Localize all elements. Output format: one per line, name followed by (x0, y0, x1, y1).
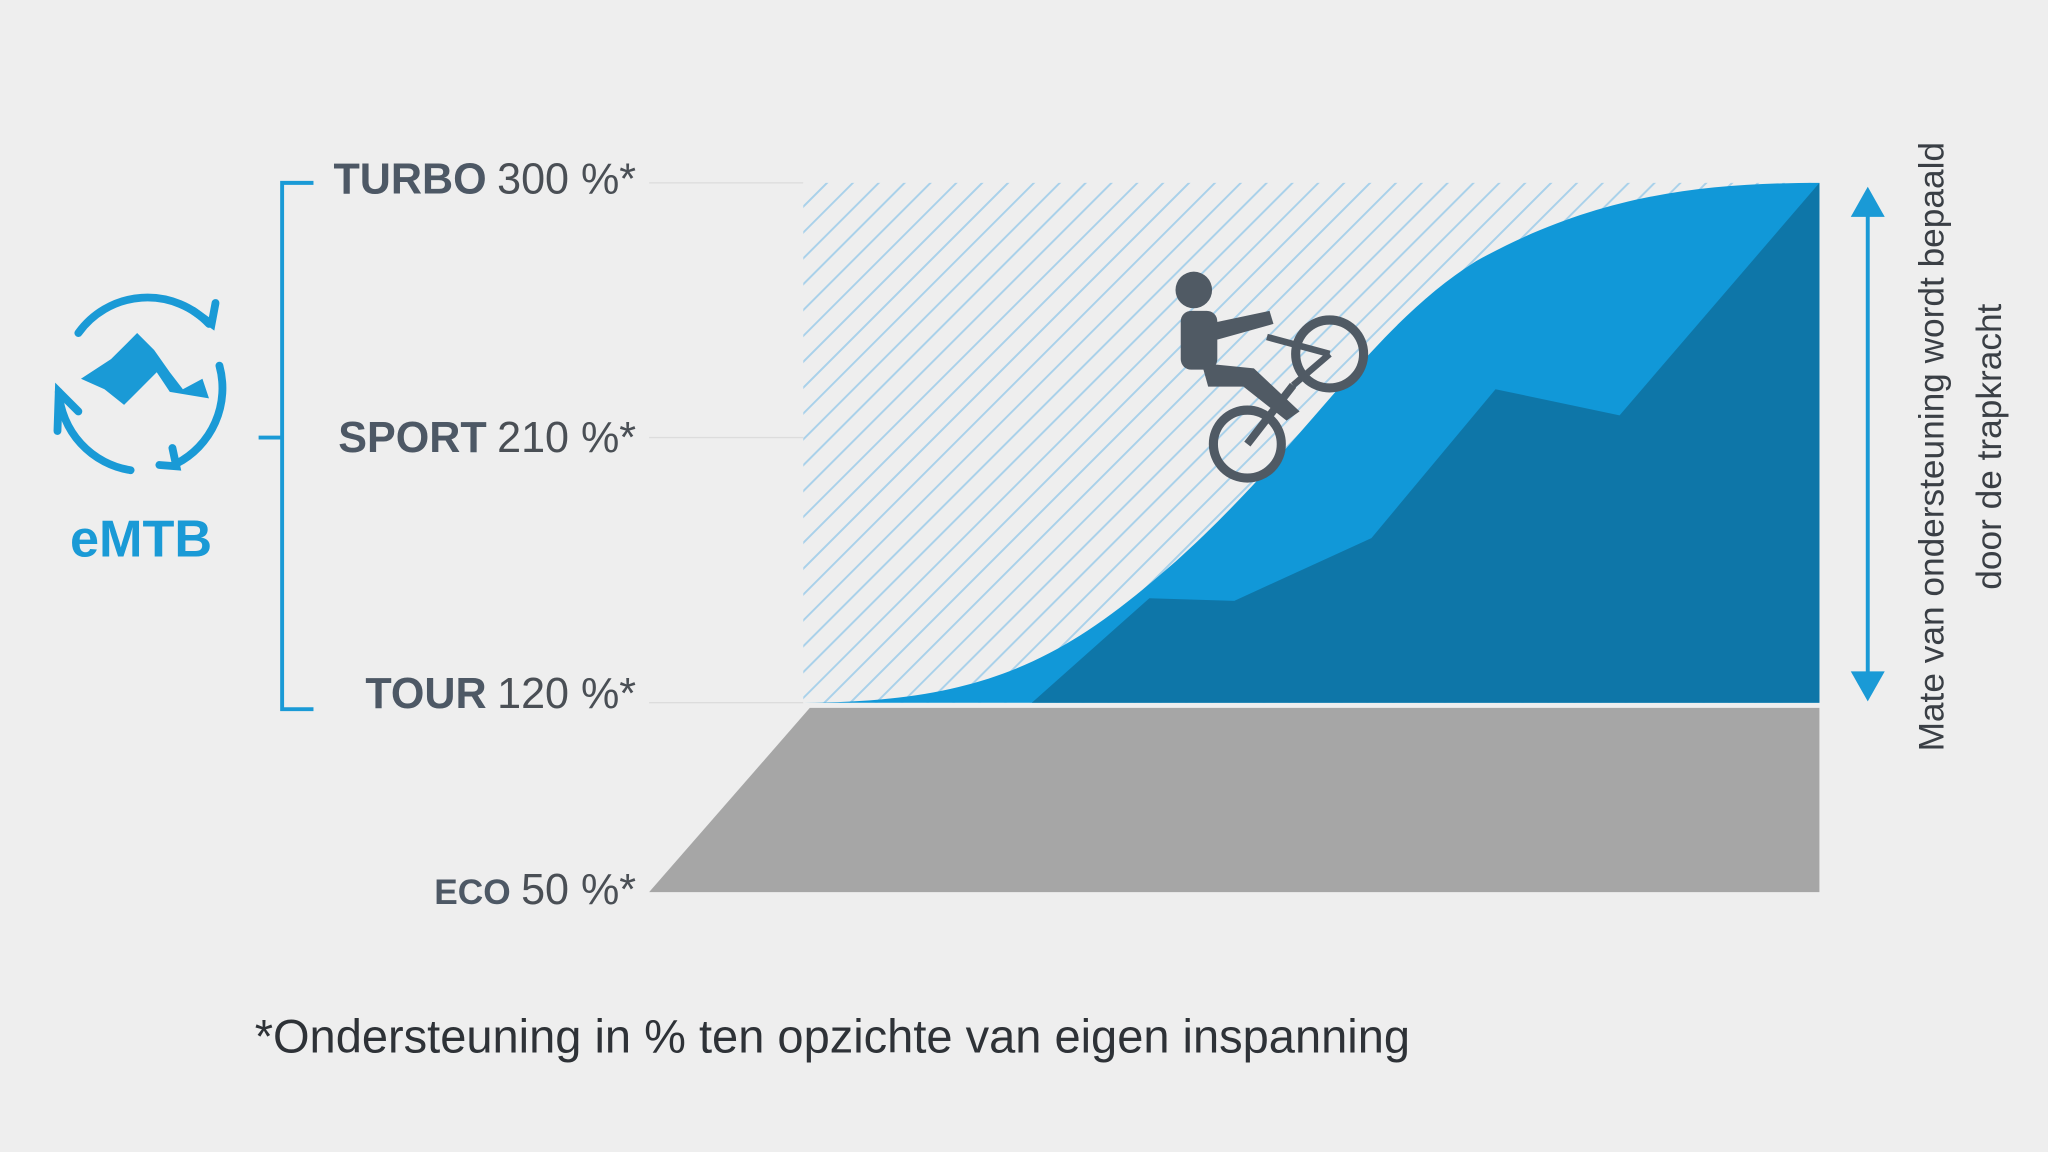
terrain (1031, 182, 1820, 703)
level-label: TURBO 300 %* (333, 155, 636, 203)
logo-label: eMTB (70, 510, 212, 568)
level-value: 210 %* (497, 414, 636, 462)
level-label: ECO 50 %* (434, 866, 636, 914)
logo-mountain (80, 333, 209, 405)
logo-icon (53, 293, 227, 475)
axis-label-line: Mate van ondersteuning wordt bepaald (1913, 142, 1952, 751)
axis-label-line: door de trapkracht (1970, 303, 2009, 589)
level-name: TOUR (365, 670, 486, 718)
bracket (258, 180, 314, 712)
level-label: SPORT 210 %* (338, 414, 636, 462)
eco-block (649, 707, 1820, 893)
level-label: TOUR 120 %* (365, 670, 636, 718)
axis-label: Mate van ondersteuning wordt bepaald doo… (1913, 142, 2009, 751)
rider (1175, 271, 1300, 421)
level-name: ECO (434, 873, 510, 912)
level-name: SPORT (338, 414, 486, 462)
level-value: 50 %* (521, 866, 636, 914)
cyclist (1208, 315, 1369, 483)
level-value: 120 %* (497, 670, 636, 718)
level-name: TURBO (333, 155, 486, 203)
scale-arrow (1850, 186, 1885, 702)
footnote: *Ondersteuning in % ten opzichte van eig… (255, 1010, 1410, 1063)
level-value: 300 %* (497, 155, 636, 203)
